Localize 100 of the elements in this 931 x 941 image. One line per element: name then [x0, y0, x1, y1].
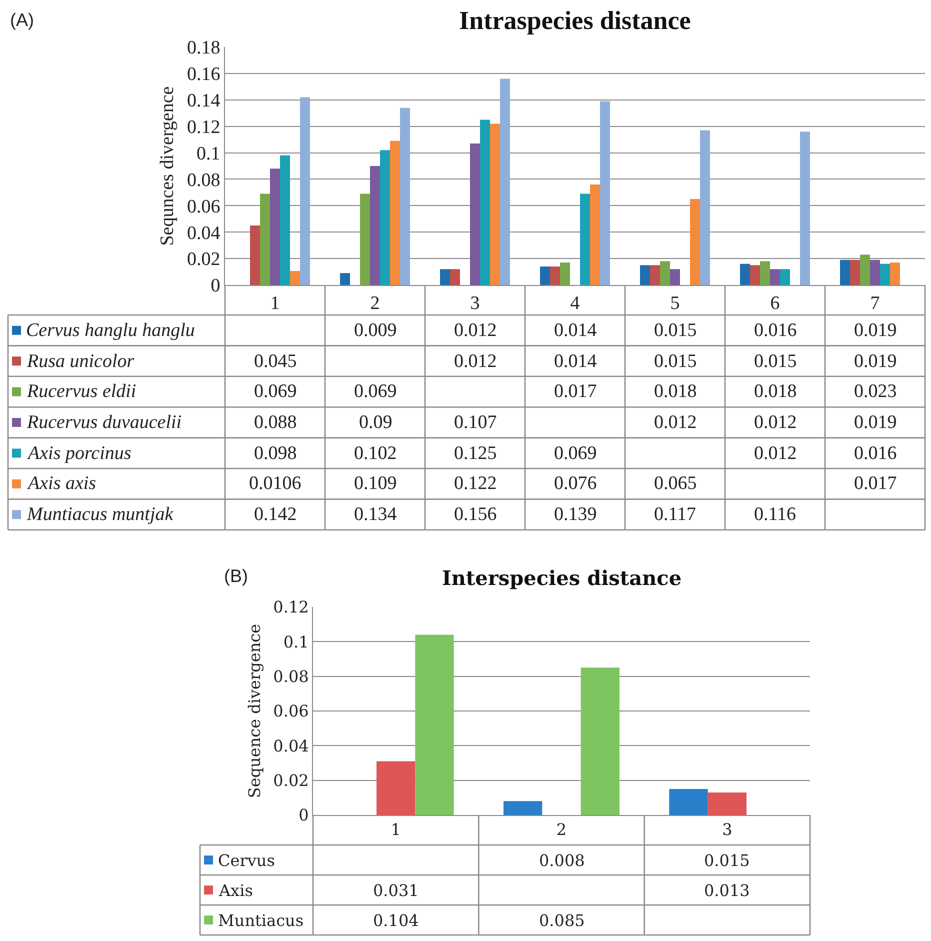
- chart-title: Intraspecies distance: [459, 6, 691, 35]
- y-tick-label: 0.08: [273, 666, 309, 686]
- y-tick-label: 0.12: [273, 598, 309, 617]
- y-tick-label: 0: [210, 276, 220, 297]
- data-label: 0.017: [854, 473, 897, 494]
- data-label: 0.102: [354, 443, 397, 464]
- data-label: 0.017: [554, 381, 597, 402]
- data-label: 0.125: [454, 443, 497, 464]
- bar: [480, 120, 490, 285]
- data-label: 0.104: [373, 911, 419, 930]
- data-label: 0.109: [354, 473, 397, 494]
- bar: [560, 262, 570, 285]
- bar: [850, 260, 860, 285]
- y-tick-label: 0.1: [196, 143, 220, 164]
- bar: [370, 166, 380, 285]
- data-label: 0.015: [654, 320, 697, 341]
- bar: [440, 269, 450, 285]
- data-label: 0.076: [554, 473, 597, 494]
- data-label: 0.018: [754, 381, 797, 402]
- legend-label: Cervus hanglu hanglu: [26, 320, 195, 341]
- y-tick-label: 0.04: [186, 222, 221, 244]
- data-label: 0.013: [704, 881, 750, 900]
- bar: [690, 199, 700, 285]
- bar: [669, 789, 708, 815]
- data-label: 0.156: [454, 504, 497, 525]
- legend-label: Muntiacus: [218, 911, 304, 930]
- data-label: 0.065: [654, 473, 697, 494]
- legend-label: Axis: [218, 881, 253, 900]
- bar: [450, 269, 460, 285]
- bar: [550, 266, 560, 285]
- bar: [376, 761, 416, 815]
- data-label: 0.016: [754, 320, 797, 341]
- data-label: 0.019: [854, 351, 897, 372]
- data-label: 0.088: [254, 412, 297, 433]
- legend-label: Rucervus eldii: [26, 381, 136, 402]
- y-tick-label: 0.18: [186, 38, 220, 59]
- y-axis-title: Sequnces divergence: [156, 86, 178, 246]
- text: (B): [224, 566, 248, 586]
- y-tick-label: 0.12: [186, 116, 220, 138]
- bar: [270, 168, 280, 285]
- bar: [300, 97, 310, 285]
- legend-label: Rucervus duvaucelii: [26, 412, 182, 433]
- data-label: 0.142: [254, 504, 297, 525]
- data-label: 0.008: [539, 851, 585, 870]
- bar: [860, 254, 870, 285]
- data-label: 0.014: [554, 351, 598, 372]
- bar: [580, 668, 620, 815]
- data-label: 0.107: [454, 412, 497, 433]
- bar: [340, 273, 350, 285]
- y-tick-label: 0.1: [283, 632, 309, 652]
- y-tick-label: 0.06: [186, 196, 220, 218]
- data-label: 0.012: [754, 443, 797, 464]
- bar: [260, 194, 270, 285]
- data-label: 0.023: [854, 381, 897, 402]
- bar: [540, 266, 550, 285]
- y-tick-label: 0.02: [186, 249, 220, 270]
- x-tick-label: 2: [556, 820, 567, 840]
- x-tick-label: 1: [390, 820, 401, 840]
- data-label: 0.031: [373, 881, 419, 900]
- data-label: 0.012: [454, 320, 497, 341]
- x-tick-label: 7: [870, 292, 880, 314]
- data-label: 0.016: [854, 443, 897, 464]
- bar: [280, 155, 290, 285]
- bar: [770, 269, 780, 285]
- y-tick-label: 0.04: [273, 736, 309, 756]
- bar: [380, 150, 390, 285]
- bar: [400, 108, 410, 285]
- data-label: 0.069: [554, 443, 597, 464]
- data-label: 0.009: [354, 320, 397, 341]
- bar: [590, 184, 600, 285]
- data-label: 0.015: [704, 851, 750, 870]
- y-tick-label: 0: [298, 806, 309, 825]
- bar: [415, 634, 454, 815]
- data-label: 0.012: [454, 351, 497, 372]
- data-label: 0.019: [854, 320, 897, 341]
- x-tick-label: 1: [270, 292, 280, 314]
- bar: [780, 269, 790, 285]
- bar: [390, 140, 400, 285]
- y-tick-label: 0.16: [186, 64, 220, 86]
- data-label: 0.116: [754, 504, 796, 525]
- data-label: 0.117: [654, 504, 696, 525]
- data-label: 0.122: [454, 473, 497, 494]
- bar: [700, 130, 710, 285]
- bar: [490, 124, 500, 285]
- bar: [800, 132, 810, 285]
- bar: [650, 265, 660, 285]
- data-label: 0.045: [254, 351, 297, 372]
- bar: [870, 260, 880, 285]
- y-tick-label: 0.14: [186, 90, 221, 112]
- data-label: 0.069: [254, 381, 297, 402]
- x-tick-label: 5: [670, 292, 680, 314]
- data-label: 0.085: [539, 911, 585, 930]
- x-tick-label: 3: [470, 292, 480, 314]
- bar: [504, 801, 542, 815]
- y-tick-label: 0.02: [273, 770, 309, 790]
- bar: [660, 261, 670, 285]
- data-label: 0.014: [554, 320, 598, 341]
- bar: [890, 262, 900, 285]
- y-tick-label: 0.08: [186, 170, 220, 191]
- data-label: 0.018: [654, 381, 697, 402]
